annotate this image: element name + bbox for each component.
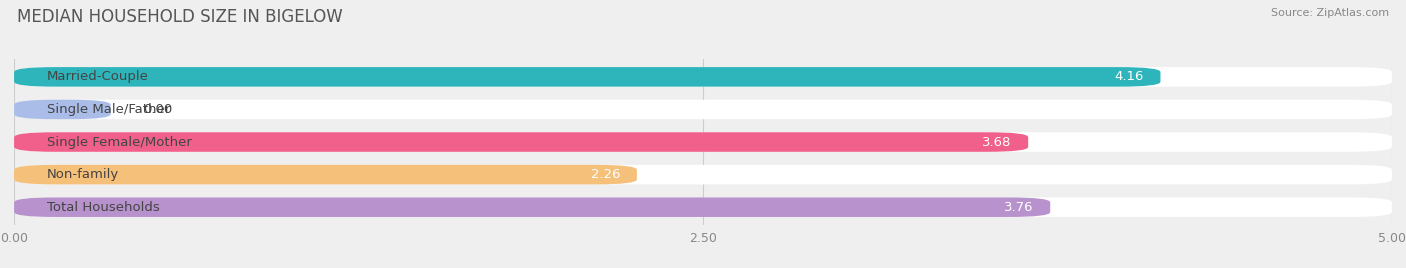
- Text: 0.00: 0.00: [143, 103, 173, 116]
- FancyBboxPatch shape: [14, 132, 1392, 152]
- FancyBboxPatch shape: [14, 198, 1392, 217]
- Text: 4.16: 4.16: [1115, 70, 1144, 83]
- Text: Single Male/Father: Single Male/Father: [48, 103, 170, 116]
- FancyBboxPatch shape: [14, 132, 1028, 152]
- Text: 3.76: 3.76: [1004, 201, 1033, 214]
- FancyBboxPatch shape: [14, 165, 637, 184]
- FancyBboxPatch shape: [14, 67, 1392, 87]
- FancyBboxPatch shape: [14, 100, 111, 119]
- FancyBboxPatch shape: [14, 67, 1160, 87]
- Text: MEDIAN HOUSEHOLD SIZE IN BIGELOW: MEDIAN HOUSEHOLD SIZE IN BIGELOW: [17, 8, 343, 26]
- Text: Married-Couple: Married-Couple: [48, 70, 149, 83]
- FancyBboxPatch shape: [14, 198, 1050, 217]
- FancyBboxPatch shape: [14, 165, 1392, 184]
- Text: Non-family: Non-family: [48, 168, 120, 181]
- Text: Source: ZipAtlas.com: Source: ZipAtlas.com: [1271, 8, 1389, 18]
- Text: 2.26: 2.26: [591, 168, 620, 181]
- Text: 3.68: 3.68: [983, 136, 1012, 148]
- Text: Single Female/Mother: Single Female/Mother: [48, 136, 193, 148]
- FancyBboxPatch shape: [14, 100, 1392, 119]
- Text: Total Households: Total Households: [48, 201, 160, 214]
